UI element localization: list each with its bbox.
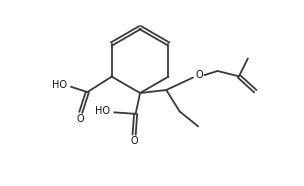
Text: HO: HO [95, 106, 110, 116]
Text: O: O [130, 136, 138, 146]
Text: O: O [195, 70, 203, 80]
Text: O: O [76, 114, 84, 124]
Text: HO: HO [52, 80, 67, 90]
